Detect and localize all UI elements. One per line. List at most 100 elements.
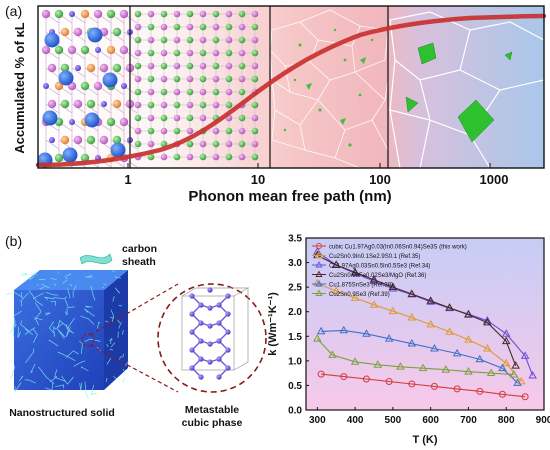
- y-tick-label: 2.5: [288, 283, 302, 294]
- y-tick-label: 1.0: [288, 356, 302, 367]
- atom: [199, 140, 207, 148]
- atom: [216, 338, 222, 344]
- atom: [186, 75, 194, 83]
- data-point: [445, 327, 454, 335]
- atom: [73, 99, 83, 109]
- zoom-line: [89, 344, 179, 393]
- data-point: [362, 329, 371, 337]
- atom: [251, 62, 259, 70]
- atom: [225, 329, 231, 335]
- legend-entry: Cu2Sn0.98Fe0.02Se3/MgO (Ref.36): [329, 273, 426, 279]
- atom: [60, 27, 70, 37]
- large-atom: [58, 70, 74, 86]
- legend-marker: [315, 280, 323, 287]
- atom: [173, 127, 181, 135]
- nanostructured-cube: [6, 270, 129, 399]
- chart-y-axis-label: k (Wm⁻¹K⁻¹): [267, 292, 279, 356]
- atom: [160, 127, 168, 135]
- atom: [134, 140, 142, 148]
- atom: [121, 83, 127, 89]
- x-tick-label: 600: [422, 415, 439, 426]
- atom: [95, 47, 101, 53]
- atom: [225, 140, 233, 148]
- y-tick-label: 1.5: [288, 332, 302, 343]
- atom: [54, 45, 64, 55]
- x-tick-label: 400: [347, 415, 364, 426]
- atom: [173, 88, 181, 96]
- chart-plot-area: [306, 238, 544, 410]
- data-point: [313, 247, 322, 255]
- atom: [80, 81, 90, 91]
- atom: [86, 99, 96, 109]
- atom: [173, 101, 181, 109]
- data-point: [464, 367, 473, 375]
- atom: [199, 36, 207, 44]
- atom: [147, 23, 155, 31]
- data-point: [517, 376, 526, 385]
- atom: [198, 374, 204, 380]
- data-point: [331, 260, 341, 268]
- atom: [112, 135, 122, 145]
- atom: [160, 75, 168, 83]
- data-point: [521, 393, 529, 401]
- panel-a-y-axis-label: Accumulated % of κL: [12, 22, 27, 154]
- data-point: [441, 365, 451, 373]
- atom: [54, 81, 64, 91]
- series-4: [316, 325, 522, 386]
- atom: [47, 99, 57, 109]
- atom: [47, 63, 57, 73]
- data-point: [511, 361, 520, 369]
- data-point: [408, 380, 416, 388]
- data-point: [426, 296, 435, 304]
- atom: [225, 36, 233, 44]
- atom: [212, 153, 220, 161]
- x-tick-label: 10: [251, 172, 265, 187]
- atom: [212, 10, 220, 18]
- atom: [73, 27, 83, 37]
- atom: [225, 75, 233, 83]
- atom: [60, 63, 70, 73]
- atom: [225, 10, 233, 18]
- legend-entry: Cu1.875SnSe3 (Ref.39): [329, 283, 393, 289]
- atom: [86, 135, 96, 145]
- atom: [198, 356, 204, 362]
- atom: [186, 10, 194, 18]
- data-point: [388, 282, 398, 291]
- data-point: [313, 334, 322, 342]
- atom: [80, 9, 90, 19]
- atom: [60, 99, 70, 109]
- atom: [173, 10, 181, 18]
- atom: [160, 101, 168, 109]
- data-point: [339, 325, 349, 334]
- atom: [251, 36, 259, 44]
- data-point: [350, 357, 360, 365]
- atom: [225, 365, 231, 371]
- x-tick-label: 900: [536, 415, 550, 426]
- series-1: [313, 278, 526, 385]
- atom: [199, 114, 207, 122]
- atom: [207, 341, 213, 347]
- series-line: [317, 254, 517, 366]
- atom: [238, 88, 246, 96]
- atom: [73, 135, 83, 145]
- panel-b-label: (b): [5, 233, 22, 249]
- data-point: [369, 275, 379, 283]
- x-tick-label: 1000: [480, 172, 509, 187]
- atom: [189, 365, 195, 371]
- data-point: [426, 319, 435, 328]
- metastable-label-line2: cubic phase: [182, 417, 243, 429]
- atom: [251, 10, 259, 18]
- y-tick-label: 0.0: [288, 406, 302, 417]
- atom: [160, 36, 168, 44]
- data-point: [369, 300, 379, 308]
- atom: [216, 356, 222, 362]
- grain-inclusions-large: [405, 42, 513, 143]
- atom: [160, 49, 168, 57]
- atom: [207, 323, 213, 329]
- atom: [186, 49, 194, 57]
- atom: [160, 10, 168, 18]
- legend-entry: Cu1.97Ag0.03Sn0.5In0.5Se3 (Ref.34): [329, 264, 430, 270]
- legend-marker: [315, 261, 323, 268]
- data-point: [501, 336, 511, 345]
